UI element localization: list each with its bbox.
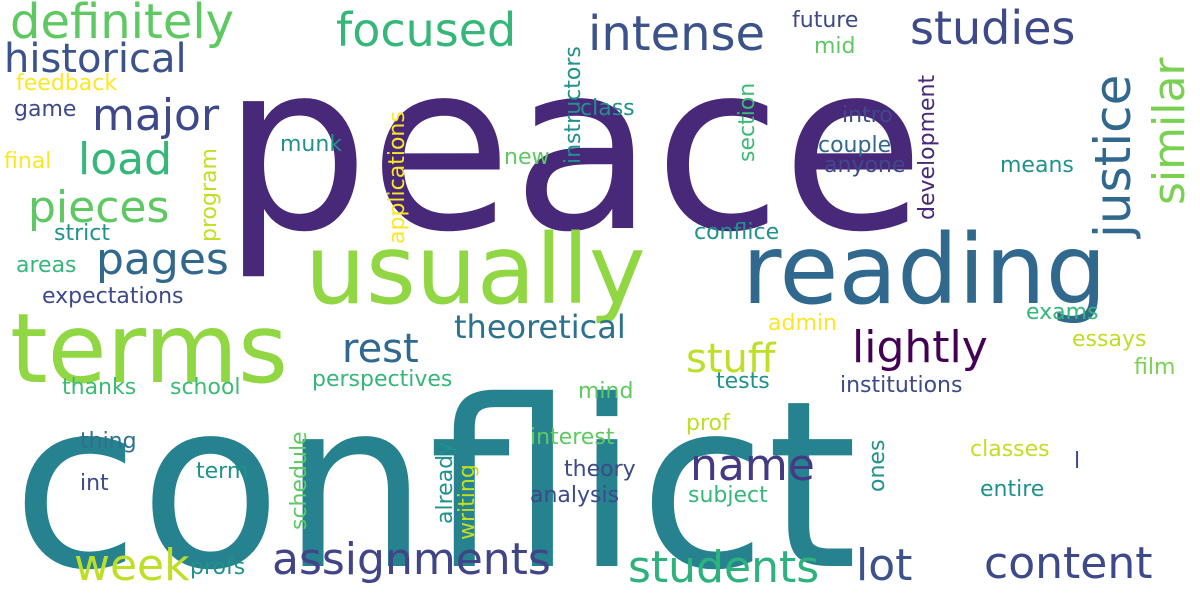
cloud-word-int: int: [80, 471, 109, 496]
cloud-word-prof: prof: [686, 411, 731, 436]
cloud-word-definitely: definitely: [10, 0, 234, 50]
cloud-word-strict: strict: [54, 221, 110, 246]
cloud-word-students: students: [628, 542, 819, 593]
cloud-word-intro: intro: [842, 103, 893, 128]
cloud-word-subject: subject: [688, 483, 768, 508]
cloud-word-peace: peace: [222, 13, 924, 283]
cloud-word-profs: profs: [190, 555, 245, 580]
cloud-word-final: final: [4, 149, 51, 174]
cloud-word-lightly: lightly: [852, 322, 988, 373]
cloud-word-major: major: [92, 90, 220, 141]
cloud-word-pages: pages: [96, 234, 229, 285]
cloud-word-admin: admin: [768, 311, 837, 336]
cloud-word-section: section: [735, 83, 760, 162]
cloud-word-justice: justice: [1084, 75, 1142, 239]
cloud-word-interest: interest: [530, 425, 615, 450]
cloud-word-game: game: [14, 97, 76, 122]
cloud-word-studies: studies: [910, 1, 1075, 55]
cloud-word-munk: munk: [280, 132, 342, 157]
cloud-word-future: future: [792, 8, 858, 33]
cloud-word-already: already: [433, 442, 458, 524]
cloud-word-historical: historical: [4, 36, 187, 82]
cloud-word-usually: usually: [305, 214, 646, 326]
cloud-word-rest: rest: [342, 326, 419, 372]
cloud-word-schedule: schedule: [287, 431, 312, 530]
cloud-word-development: development: [915, 74, 940, 220]
cloud-word-pieces: pieces: [28, 182, 169, 233]
cloud-word-couple: couple: [818, 133, 891, 158]
cloud-word-essays: essays: [1072, 327, 1146, 352]
cloud-word-institutions: institutions: [840, 373, 962, 398]
cloud-word-program: program: [197, 148, 222, 242]
cloud-word-areas: areas: [16, 253, 77, 278]
cloud-word-reading: reading: [742, 214, 1107, 326]
cloud-word-perspectives: perspectives: [312, 367, 452, 392]
cloud-word-term: term: [196, 459, 248, 484]
cloud-word-mid: mid: [814, 34, 856, 59]
cloud-word-expectations: expectations: [42, 284, 183, 309]
cloud-word-l: l: [1074, 449, 1080, 474]
cloud-word-load: load: [78, 134, 172, 185]
cloud-word-terms: terms: [10, 293, 288, 405]
cloud-word-conflict: conflict: [12, 351, 858, 600]
cloud-word-thanks: thanks: [62, 375, 136, 400]
cloud-word-content: content: [984, 538, 1152, 589]
cloud-word-theory: theory: [564, 457, 636, 482]
cloud-word-school: school: [170, 375, 241, 400]
cloud-word-writing: writing: [455, 464, 480, 540]
cloud-word-entire: entire: [980, 477, 1044, 502]
cloud-word-name: name: [690, 440, 815, 491]
cloud-word-feedback: feedback: [16, 71, 117, 96]
cloud-word-means: means: [1000, 153, 1074, 178]
cloud-word-class: class: [580, 96, 635, 121]
cloud-word-new: new: [504, 145, 549, 170]
cloud-word-analysis: analysis: [530, 483, 619, 508]
cloud-word-week: week: [74, 540, 190, 591]
cloud-word-exams: exams: [1026, 300, 1099, 325]
cloud-word-classes: classes: [970, 437, 1050, 462]
cloud-word-intense: intense: [588, 6, 765, 62]
cloud-word-applications: applications: [385, 111, 410, 244]
cloud-word-ones: ones: [865, 440, 890, 492]
cloud-word-film: film: [1134, 355, 1175, 380]
cloud-word-stuff: stuff: [686, 336, 777, 382]
cloud-word-tests: tests: [716, 369, 770, 394]
cloud-word-anyone: anyone: [824, 153, 905, 178]
cloud-word-theoretical: theoretical: [454, 308, 626, 346]
cloud-word-conflice: conflice: [694, 220, 779, 245]
cloud-word-focused: focused: [336, 3, 516, 57]
cloud-word-lot: lot: [856, 540, 912, 591]
cloud-word-instructors: instructors: [561, 46, 586, 164]
cloud-word-similar: similar: [1144, 57, 1195, 205]
cloud-word-assignments: assignments: [272, 534, 551, 585]
cloud-word-thing: thing: [80, 429, 137, 454]
cloud-word-mind: mind: [578, 379, 633, 404]
